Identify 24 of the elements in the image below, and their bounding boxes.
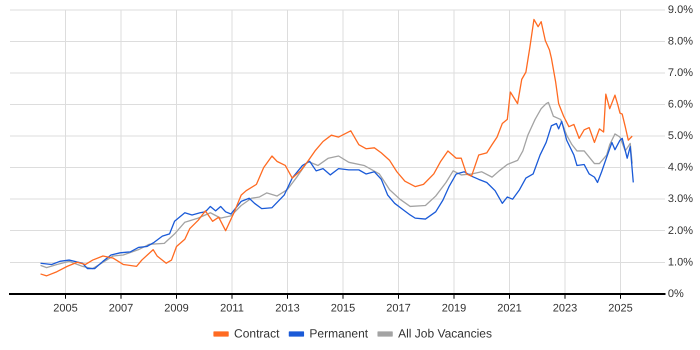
x-tick-label: 2013	[275, 302, 300, 314]
x-tick-label: 2025	[608, 302, 633, 314]
y-tick-label: 3.0%	[668, 193, 694, 206]
legend-label: All Job Vacancies	[398, 326, 492, 340]
x-tick-label: 2011	[220, 302, 244, 314]
y-tick-label: 1.0%	[668, 256, 694, 268]
y-tick-label: 7.0%	[668, 67, 694, 80]
x-tick-label: 2005	[53, 302, 78, 314]
legend-label: Contract	[234, 326, 280, 340]
y-tick-label: 8.0%	[668, 36, 694, 48]
y-tick-label: 0%	[668, 288, 684, 300]
x-tick-label: 2019	[442, 302, 466, 314]
y-tick-label: 6.0%	[668, 98, 694, 111]
legend-label: Permanent	[309, 326, 369, 340]
y-tick-label: 5.0%	[668, 130, 694, 142]
y-tick-label: 4.0%	[668, 162, 694, 174]
x-tick-label: 2007	[108, 302, 134, 314]
y-tick-label: 2.0%	[668, 224, 694, 237]
x-tick-label: 2023	[552, 302, 578, 314]
x-tick-label: 2009	[164, 302, 189, 314]
y-tick-label: 9.0%	[668, 4, 694, 16]
x-tick-label: 2017	[386, 302, 411, 314]
x-tick-label: 2015	[330, 302, 356, 314]
x-tick-label: 2021	[497, 302, 522, 314]
